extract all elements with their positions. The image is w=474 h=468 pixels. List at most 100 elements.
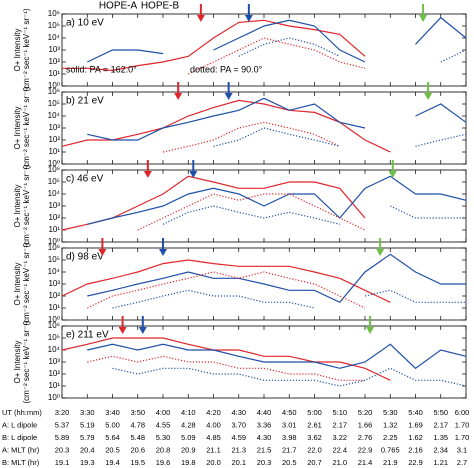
y-axis-label: O+ Intensity(cm⁻² sec⁻¹ keV⁻¹ sr⁻¹) (13, 86, 31, 169)
y-axis-label: O+ Intensity(cm⁻² sec⁻¹ keV⁻¹ sr⁻¹) (13, 8, 31, 91)
table-cell: 5.19 (80, 420, 95, 429)
panel-title: e) 211 eV (66, 330, 109, 341)
table-cell: 1.69 (408, 420, 423, 429)
table-cell: 2.17 (332, 420, 347, 429)
arrow-head (366, 327, 375, 334)
table-cell: 22.9 (408, 458, 423, 467)
table-cell: 1.62 (408, 433, 423, 442)
y-tick-label: 10² (48, 57, 60, 66)
table-cell: 21.4 (358, 458, 373, 467)
table-cell: 3.01 (282, 420, 297, 429)
table-cell: 6:00 (455, 408, 470, 417)
table-cell: 5.64 (105, 433, 120, 442)
y-tick-label: 10³ (48, 45, 60, 54)
y-tick-label: 10⁵ (48, 99, 60, 108)
y-tick-label: 10⁵ (48, 333, 60, 342)
table-cell: 2.34 (433, 445, 448, 454)
y-tick-label: 10² (48, 291, 60, 300)
table-cell: 0.765 (381, 445, 400, 454)
table-cell: 19.3 (80, 458, 95, 467)
table-cell: 5.89 (55, 433, 70, 442)
y-axis-label-line: (cm⁻² sec⁻¹ keV⁻¹ sr⁻¹) (22, 8, 31, 91)
legend-entry: HOPE-B (141, 1, 180, 12)
table-cell: 20.8 (156, 445, 171, 454)
table-cell: 2.7 (457, 458, 467, 467)
arrow-head (196, 15, 205, 22)
panel-title: a) 10 eV (66, 18, 104, 29)
series-line (61, 99, 391, 153)
table-cell: 3.36 (257, 420, 272, 429)
series-line (87, 253, 466, 304)
table-cell: 4.00 (206, 420, 221, 429)
y-axis-label-line: (cm⁻² sec⁻¹ keV⁻¹ sr⁻¹) (22, 164, 31, 247)
table-cell: 22.4 (332, 445, 347, 454)
table-cell: 4:50 (282, 408, 297, 417)
y-tick-label: 10⁴ (48, 111, 61, 120)
y-tick-label: 10⁴ (48, 189, 61, 198)
table-cell: 22.0 (307, 445, 322, 454)
series-line (188, 37, 366, 75)
y-tick-label: 10⁶ (48, 243, 60, 252)
table-cell: 4:30 (231, 408, 246, 417)
y-tick-label: 10⁶ (48, 9, 60, 18)
table-cell: 2.25 (383, 433, 398, 442)
table-cell: 5:30 (383, 408, 398, 417)
table-cell: 5.30 (156, 433, 171, 442)
table-cell: 5:20 (358, 408, 373, 417)
y-tick-label: 10⁰ (48, 237, 60, 246)
arrow-head (118, 327, 127, 334)
table-cell: 5.00 (105, 420, 120, 429)
legend-entry: HOPE-A (99, 1, 138, 12)
table-cell: 3:30 (80, 408, 95, 417)
y-tick-label: 10⁰ (48, 315, 60, 324)
y-tick-label: 10¹ (48, 147, 60, 156)
y-tick-label: 10⁰ (48, 159, 60, 168)
table-cell: 19.1 (55, 458, 70, 467)
y-axis-label-line: O+ Intensity (13, 107, 22, 150)
table-cell: 4.30 (257, 433, 272, 442)
table-cell: 1.32 (383, 420, 398, 429)
table-cell: 3.98 (282, 433, 297, 442)
table-cell: 21.0 (332, 458, 347, 467)
y-tick-label: 10⁵ (48, 255, 60, 264)
arrow-head (419, 15, 428, 22)
y-axis-label-line: O+ Intensity (13, 263, 22, 306)
row-label: A: L dipole (2, 420, 37, 429)
series-line (61, 259, 391, 303)
plot-frame (61, 91, 467, 165)
table-cell: 2.76 (358, 433, 373, 442)
table-cell: 20.3 (55, 445, 70, 454)
table-cell: 20.5 (282, 458, 297, 467)
arrow-head (174, 93, 183, 100)
table-cell: 19.5 (130, 458, 145, 467)
arrow-head (189, 171, 198, 178)
table-cell: 20.6 (130, 445, 145, 454)
row-label: B: L dipole (2, 433, 37, 442)
table-cell: 19.8 (181, 458, 196, 467)
y-tick-label: 10² (48, 213, 60, 222)
row-label: UT (hh:mm) (2, 408, 42, 417)
series-line (162, 121, 341, 153)
table-cell: 19.4 (105, 458, 120, 467)
table-cell: 20.0 (206, 458, 221, 467)
table-cell: 5:40 (408, 408, 423, 417)
y-tick-label: 10³ (48, 201, 60, 210)
table-cell: 22.9 (358, 445, 373, 454)
y-tick-label: 10⁵ (48, 177, 60, 186)
table-cell: 5.79 (80, 433, 95, 442)
table-cell: 19.6 (156, 458, 171, 467)
y-axis-label-line: O+ Intensity (13, 185, 22, 228)
series-line (87, 97, 467, 141)
y-tick-label: 10⁴ (48, 33, 61, 42)
table-cell: 5:00 (307, 408, 322, 417)
y-tick-label: 10⁴ (48, 267, 61, 276)
table-cell: 4.85 (206, 433, 221, 442)
table-cell: 4:00 (156, 408, 171, 417)
series-line (61, 337, 391, 381)
series-line (61, 175, 366, 231)
y-tick-label: 10⁵ (48, 21, 60, 30)
table-cell: 4.78 (130, 420, 145, 429)
table-cell: 2.61 (307, 420, 322, 429)
series-line (87, 175, 467, 225)
